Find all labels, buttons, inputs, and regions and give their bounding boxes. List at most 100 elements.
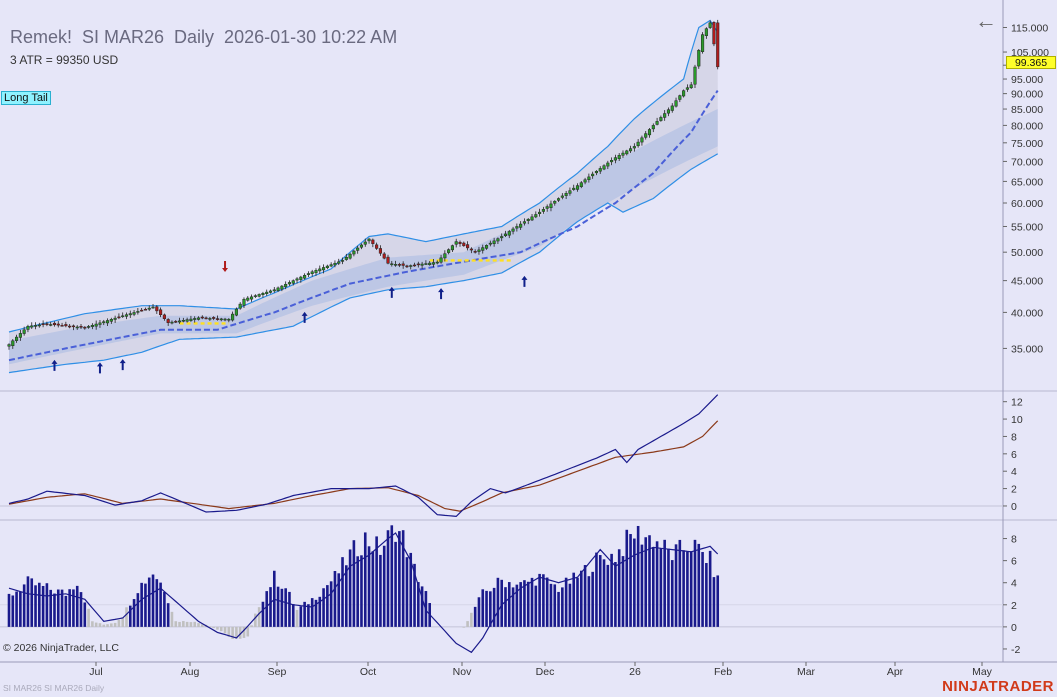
buy-signal-arrow [301, 311, 308, 323]
price-tick-label: 45.000 [1011, 276, 1043, 288]
histogram-bar [557, 591, 560, 627]
histogram-bar [79, 592, 83, 627]
histogram-bar [254, 613, 257, 627]
price-tick-label: 80.000 [1011, 120, 1043, 132]
candle-body [136, 311, 140, 313]
copyright: © 2026 NinjaTrader, LLC [3, 642, 119, 654]
histogram-bar [640, 544, 644, 627]
candle-body [75, 326, 79, 329]
price-tick-label: 35.000 [1011, 343, 1043, 355]
candle-body [371, 239, 375, 244]
histogram-bar [489, 591, 492, 627]
histogram-bar [238, 626, 242, 639]
candle-body [378, 248, 382, 254]
candle-body [140, 309, 144, 312]
candle-body [196, 317, 201, 320]
candle-body [519, 223, 523, 228]
candle-body [416, 263, 420, 266]
histogram-bar [56, 589, 60, 627]
histogram-bar [674, 544, 678, 627]
candle-body [431, 262, 436, 265]
histogram-bar [314, 599, 318, 627]
time-tick-label: May [972, 666, 993, 678]
time-tick-label: Sep [268, 666, 287, 678]
candle-body [534, 214, 538, 218]
histogram-bar [523, 580, 526, 627]
histogram-bar [38, 582, 41, 627]
candle-body [178, 320, 182, 323]
histogram-bar [583, 565, 587, 627]
candle-body [401, 263, 405, 266]
histogram-bar [326, 585, 329, 627]
candle-body [644, 133, 648, 138]
candle-body [193, 318, 197, 320]
candle-body [708, 22, 712, 28]
histogram-bar [19, 591, 22, 627]
histogram-bar [163, 592, 166, 627]
histogram-bar [507, 582, 511, 627]
histogram-tick-label: 0 [1011, 622, 1017, 634]
candle-body [503, 233, 508, 237]
histogram-bar [652, 547, 655, 627]
candle-body [716, 22, 720, 68]
candle-body [219, 318, 223, 321]
price-tick-label: 55.000 [1011, 221, 1043, 233]
histogram-bar [75, 585, 79, 627]
histogram-bar [470, 612, 473, 627]
oscillator-line [8, 394, 719, 518]
back-arrow-icon[interactable]: ← [975, 8, 997, 33]
candle-body [98, 322, 102, 325]
histogram-bar [128, 605, 132, 627]
histogram-bar [348, 549, 352, 627]
buy-signal-arrow [119, 359, 126, 371]
histogram-bar [284, 588, 287, 627]
histogram-bar [526, 581, 530, 627]
candle-body [105, 320, 110, 324]
candle-body [557, 198, 561, 201]
histogram-bar [329, 581, 333, 627]
candle-body [30, 325, 34, 328]
candle-body [704, 28, 708, 36]
candle-body [333, 262, 337, 266]
candle-body [170, 321, 174, 324]
candle-body [572, 187, 576, 190]
candle-body [344, 256, 348, 260]
candle-body [121, 315, 125, 318]
histogram-bar [280, 588, 284, 627]
candle-body [617, 155, 621, 159]
candle-body [689, 84, 693, 89]
candle-body [212, 317, 216, 319]
candle-body [159, 309, 163, 316]
candle-body [303, 275, 307, 279]
histogram-bar [420, 586, 424, 627]
histogram-bar [242, 626, 246, 638]
histogram-bar [360, 555, 363, 627]
price-tick-label: 70.000 [1011, 156, 1043, 168]
histogram-bar [235, 626, 238, 639]
candle-body [242, 298, 246, 306]
long-tail-badge[interactable]: Long Tail [1, 91, 51, 105]
histogram-bar [511, 587, 515, 627]
histogram-bar [716, 575, 720, 627]
candle-body [450, 245, 454, 251]
candle-body [113, 317, 117, 320]
candle-body [515, 226, 519, 229]
candle-body [352, 250, 356, 255]
candle-body [162, 314, 166, 319]
candle-body [412, 264, 417, 267]
candle-body [606, 162, 610, 167]
histogram-bar [125, 607, 128, 627]
histogram-bar [189, 622, 193, 627]
histogram-bar [682, 550, 685, 627]
candle-body [629, 148, 633, 152]
histogram-bar [356, 556, 359, 627]
candle-body [314, 270, 318, 274]
candle-body [670, 105, 674, 111]
histogram-bar [276, 586, 280, 627]
candle-body [45, 323, 49, 325]
histogram-bar [223, 626, 227, 634]
candle-body [49, 324, 53, 326]
histogram-bar [519, 582, 522, 627]
candle-body [397, 264, 401, 266]
